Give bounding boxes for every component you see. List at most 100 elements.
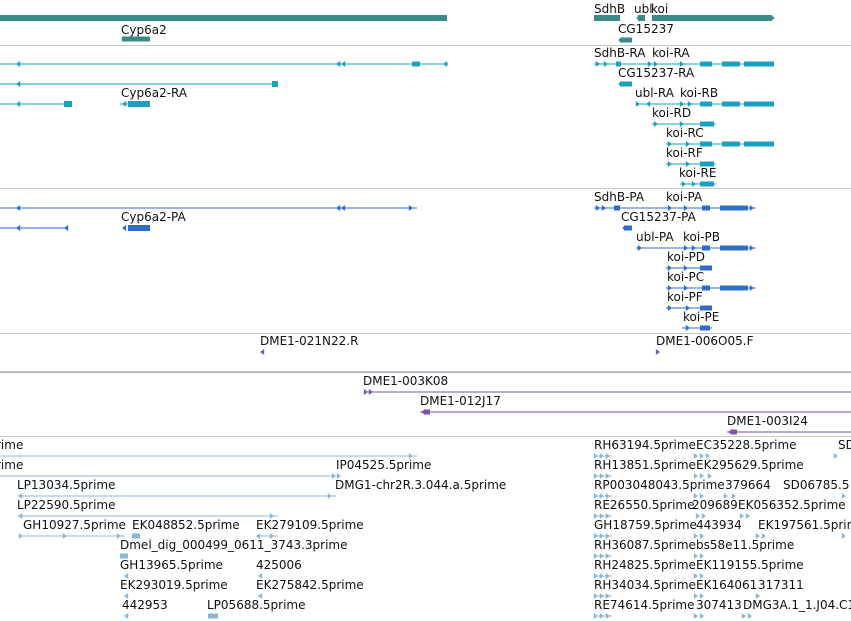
feature-label[interactable]: SdhB-RA	[594, 46, 646, 60]
strand-arrow-icon[interactable]	[693, 473, 698, 479]
feature-label[interactable]: DMG3A.1_1.J04.C1	[743, 598, 851, 612]
strand-arrow-icon[interactable]	[770, 15, 775, 21]
strand-arrow-icon[interactable]	[605, 493, 610, 499]
strand-arrow-icon[interactable]	[62, 533, 67, 539]
strand-arrow-icon[interactable]	[749, 285, 754, 291]
feature-label[interactable]: ubl-RA	[635, 86, 674, 100]
strand-arrow-icon[interactable]	[699, 533, 704, 539]
strand-arrow-icon[interactable]	[269, 513, 274, 519]
strand-arrow-icon[interactable]	[705, 453, 710, 459]
feature-label[interactable]: CG15237-PA	[621, 210, 696, 224]
exon-block[interactable]	[722, 141, 740, 147]
feature-label[interactable]: RE74614.5prime	[594, 598, 695, 612]
exon-block[interactable]	[700, 61, 712, 67]
feature-label[interactable]: rime	[0, 458, 24, 472]
exon-block[interactable]	[731, 429, 737, 435]
exon-block[interactable]	[700, 121, 714, 127]
feature-label[interactable]: Cyp6a2-RA	[121, 86, 188, 100]
feature-label[interactable]: SD	[838, 438, 851, 452]
strand-arrow-icon[interactable]	[667, 265, 672, 271]
feature-label[interactable]: LP22590.5prime	[17, 498, 116, 512]
feature-label[interactable]: EK275842.5prime	[256, 578, 364, 592]
feature-label[interactable]: koi-RA	[652, 46, 690, 60]
exon-block[interactable]	[700, 325, 710, 331]
feature-label[interactable]: DME1-021N22.R	[260, 334, 359, 348]
strand-arrow-icon[interactable]	[336, 61, 341, 67]
strand-arrow-icon[interactable]	[122, 225, 127, 231]
strand-arrow-icon[interactable]	[647, 61, 652, 67]
strand-arrow-icon[interactable]	[653, 61, 658, 67]
strand-arrow-icon[interactable]	[593, 513, 598, 519]
feature-label[interactable]: koi-PF	[667, 290, 703, 304]
strand-arrow-icon[interactable]	[331, 473, 336, 479]
exon-block[interactable]	[64, 101, 72, 107]
strand-arrow-icon[interactable]	[707, 473, 712, 479]
feature-label[interactable]: koi-RB	[680, 86, 719, 100]
strand-arrow-icon[interactable]	[681, 181, 686, 187]
strand-arrow-icon[interactable]	[16, 101, 21, 107]
feature-label[interactable]: EK164061	[696, 578, 758, 592]
strand-arrow-icon[interactable]	[741, 613, 746, 619]
strand-arrow-icon[interactable]	[687, 101, 692, 107]
strand-arrow-icon[interactable]	[605, 613, 610, 619]
feature-label[interactable]: koi-RD	[652, 106, 692, 120]
strand-arrow-icon[interactable]	[605, 473, 610, 479]
strand-arrow-icon[interactable]	[16, 225, 21, 231]
feature-label[interactable]: ubl-PA	[636, 230, 674, 244]
feature-label[interactable]: SdhB-PA	[594, 190, 645, 204]
feature-label[interactable]: DME1-003I24	[727, 414, 808, 428]
feature-label[interactable]: DMG1-chr2R.3.044.a.5prime	[335, 478, 507, 492]
strand-arrow-icon[interactable]	[18, 493, 23, 499]
feature-label[interactable]: koi	[651, 2, 669, 16]
strand-arrow-icon[interactable]	[749, 245, 754, 251]
strand-arrow-icon[interactable]	[683, 245, 688, 251]
feature-label[interactable]: DME1-012J17	[420, 394, 501, 408]
strand-arrow-icon[interactable]	[336, 205, 341, 211]
strand-arrow-icon[interactable]	[18, 513, 23, 519]
feature-label[interactable]: koi-PC	[667, 270, 705, 284]
strand-arrow-icon[interactable]	[408, 453, 413, 459]
exon-block[interactable]	[424, 409, 430, 415]
strand-arrow-icon[interactable]	[731, 493, 736, 499]
feature-label[interactable]: SdhB	[594, 2, 626, 16]
feature-label[interactable]: koi-RC	[666, 126, 704, 140]
strand-arrow-icon[interactable]	[599, 593, 604, 599]
strand-arrow-icon[interactable]	[667, 161, 672, 167]
strand-arrow-icon[interactable]	[599, 573, 604, 579]
feature-label[interactable]: Cyp6a2-PA	[121, 210, 186, 224]
strand-arrow-icon[interactable]	[124, 593, 129, 599]
feature-label[interactable]: EK048852.5prime	[132, 518, 240, 532]
strand-arrow-icon[interactable]	[260, 349, 265, 355]
exon-block[interactable]	[128, 101, 150, 107]
strand-arrow-icon[interactable]	[637, 245, 642, 251]
strand-arrow-icon[interactable]	[595, 61, 600, 67]
strand-arrow-icon[interactable]	[693, 453, 698, 459]
strand-arrow-icon[interactable]	[693, 613, 698, 619]
feature-label[interactable]: RE26550.5prime	[594, 498, 695, 512]
strand-arrow-icon[interactable]	[599, 493, 604, 499]
strand-arrow-icon[interactable]	[256, 533, 261, 539]
strand-arrow-icon[interactable]	[699, 573, 704, 579]
feature-label[interactable]: koi-RE	[679, 166, 717, 180]
feature-label[interactable]: CG15237	[618, 22, 674, 36]
exon-block[interactable]	[412, 61, 420, 67]
feature-label[interactable]: 443934	[696, 518, 742, 532]
strand-arrow-icon[interactable]	[341, 61, 346, 67]
strand-arrow-icon[interactable]	[755, 593, 760, 599]
strand-arrow-icon[interactable]	[599, 473, 604, 479]
strand-arrow-icon[interactable]	[701, 513, 706, 519]
gene-bar[interactable]	[594, 15, 620, 21]
strand-arrow-icon[interactable]	[667, 141, 672, 147]
feature-label[interactable]: koi-PB	[683, 230, 720, 244]
feature-label[interactable]: 442953	[122, 598, 168, 612]
strand-arrow-icon[interactable]	[693, 553, 698, 559]
gene-bar[interactable]	[638, 15, 645, 21]
strand-arrow-icon[interactable]	[683, 265, 688, 271]
strand-arrow-icon[interactable]	[655, 349, 660, 355]
strand-arrow-icon[interactable]	[18, 533, 23, 539]
gene-bar[interactable]	[652, 15, 772, 21]
strand-arrow-icon[interactable]	[679, 121, 684, 127]
strand-arrow-icon[interactable]	[605, 453, 610, 459]
strand-arrow-icon[interactable]	[124, 613, 129, 619]
